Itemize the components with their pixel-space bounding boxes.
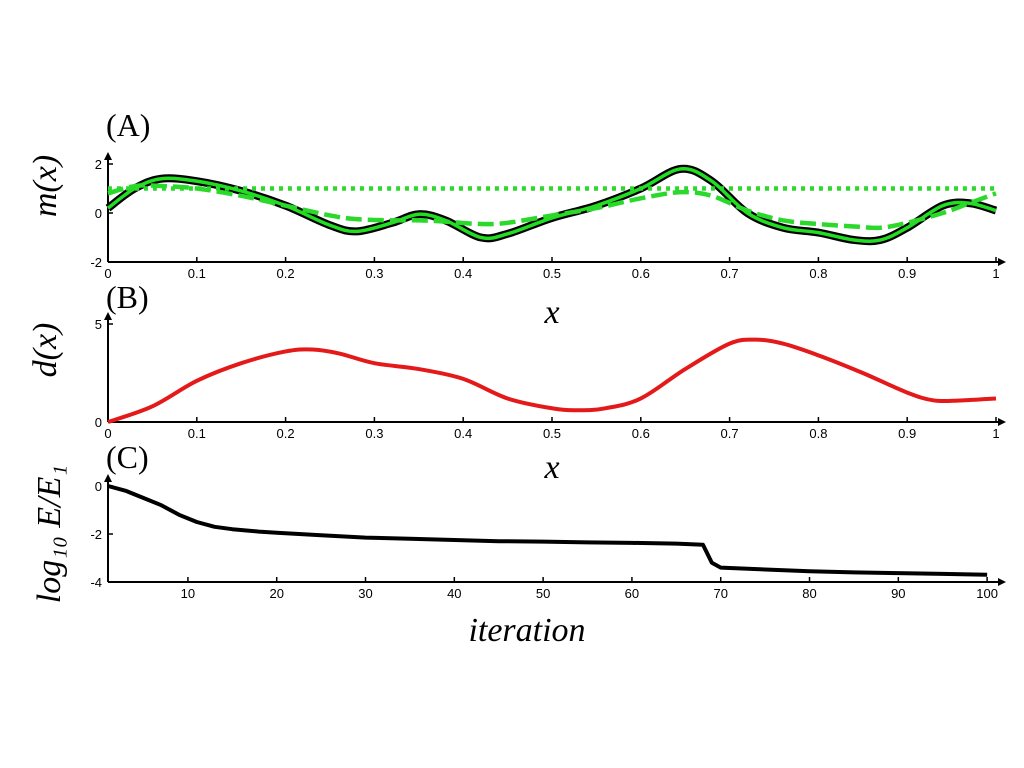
- panel-c-x-tick-label: 60: [625, 586, 639, 601]
- panel-c-x-tick-label: 10: [181, 586, 195, 601]
- panel-b-x-tick-label: 0.7: [721, 426, 739, 441]
- panel-c-label: (C): [106, 439, 149, 475]
- panel-b-x-tick-label: 0.9: [898, 426, 916, 441]
- panel-c-x-tick-label: 20: [269, 586, 283, 601]
- panel-b-series-1-line: [107, 337, 997, 424]
- panel-a-x-arrow-icon: [998, 258, 1006, 266]
- panel-a-series-1-outline: [105, 164, 998, 246]
- panel-b-x-tick-label: 0.1: [188, 426, 206, 441]
- panel-a-label: (A): [106, 107, 150, 143]
- panel-b: (B) x d(x) 0 0.1 0.2 0.3 0.4 0.5 0.6 0.7 0.8 0.9 1…: [27, 279, 1006, 441]
- panel-c-x-tick-label: 90: [891, 586, 905, 601]
- panel-c-x-axis-title: iteration: [468, 612, 585, 649]
- panel-a-x-tick-label: 1: [992, 266, 999, 281]
- panel-c-y-tick-label: -2: [90, 527, 102, 542]
- panel-a-series-2-line: [107, 183, 997, 231]
- panel-a-y-tick-label: -2: [90, 255, 102, 270]
- panel-b-y-axis-title: d(x): [27, 323, 64, 378]
- panel-b-x-tick-label: 0.3: [365, 426, 383, 441]
- panel-c-y-arrow-icon: [104, 474, 112, 482]
- panel-c-y-axis-title: log₁₀ E/E₁: [31, 465, 68, 603]
- panel-b-x-tick-label: 0.5: [543, 426, 561, 441]
- panel-a-x-tick-label: 0.1: [188, 266, 206, 281]
- panel-b-x-tick-label: 0.4: [454, 426, 472, 441]
- panel-a-y-axis-title: m(x): [27, 155, 64, 217]
- panel-b-y-tick-label: 0: [95, 415, 102, 430]
- panel-a-x-tick-label: 0.9: [898, 266, 916, 281]
- panel-a-x-tick-label: 0.6: [632, 266, 650, 281]
- panel-c-y-tick-label: 0: [95, 479, 102, 494]
- panel-c-x-tick-label: 70: [713, 586, 727, 601]
- panel-a-x-tick-label: 0.2: [277, 266, 295, 281]
- panel-b-x-tick-label: 0: [104, 426, 111, 441]
- panel-c-x-tick-label: 50: [536, 586, 550, 601]
- panel-c-x-tick-label: 30: [358, 586, 372, 601]
- panel-c-x-tick-label: 80: [802, 586, 816, 601]
- panel-a-x-tick-label: 0.4: [454, 266, 472, 281]
- panel-b-y-arrow-icon: [104, 312, 112, 320]
- panel-b-x-axis-title: x: [543, 449, 559, 486]
- panel-a-y-arrow-icon: [104, 152, 112, 160]
- panel-a-x-tick-label: 0.8: [809, 266, 827, 281]
- panel-a-x-tick-label: 0.7: [721, 266, 739, 281]
- panel-c-x-arrow-icon: [998, 578, 1006, 586]
- panel-a-x-tick-label: 0.3: [365, 266, 383, 281]
- panel-b-x-tick-label: 0.8: [809, 426, 827, 441]
- panel-b-x-tick-label: 0.2: [277, 426, 295, 441]
- panel-a-x-tick-label: 0.5: [543, 266, 561, 281]
- panel-a-y-tick-label: 0: [95, 206, 102, 221]
- panel-a-series-1-line: [106, 167, 997, 243]
- panel-a-y-tick-label: 2: [95, 157, 102, 172]
- panel-c-x-tick-label: 40: [447, 586, 461, 601]
- panel-b-x-tick-label: 0.6: [632, 426, 650, 441]
- panel-a: (A) m(x) 0 0.1 0.2 0.3 0.4 0.5 0.6 0.7 0.8 0.9 1 2 0…: [27, 107, 1006, 281]
- panel-b-label: (B): [106, 279, 149, 315]
- panel-c-y-tick-label: -4: [90, 575, 102, 590]
- panel-b-x-tick-label: 1: [992, 426, 999, 441]
- panel-c-x-tick-label: 100: [976, 586, 998, 601]
- panel-a-x-tick-label: 0: [104, 266, 111, 281]
- panel-c: (C) x log₁₀ E/E₁ iteration 10 20 30 40 50 60 7…: [31, 439, 1006, 649]
- panel-b-x-arrow-icon: [998, 418, 1006, 426]
- panel-b-y-tick-label: 5: [95, 317, 102, 332]
- panel-a-x-axis-title: x: [543, 294, 559, 331]
- panel-c-series-1-line: [107, 484, 988, 577]
